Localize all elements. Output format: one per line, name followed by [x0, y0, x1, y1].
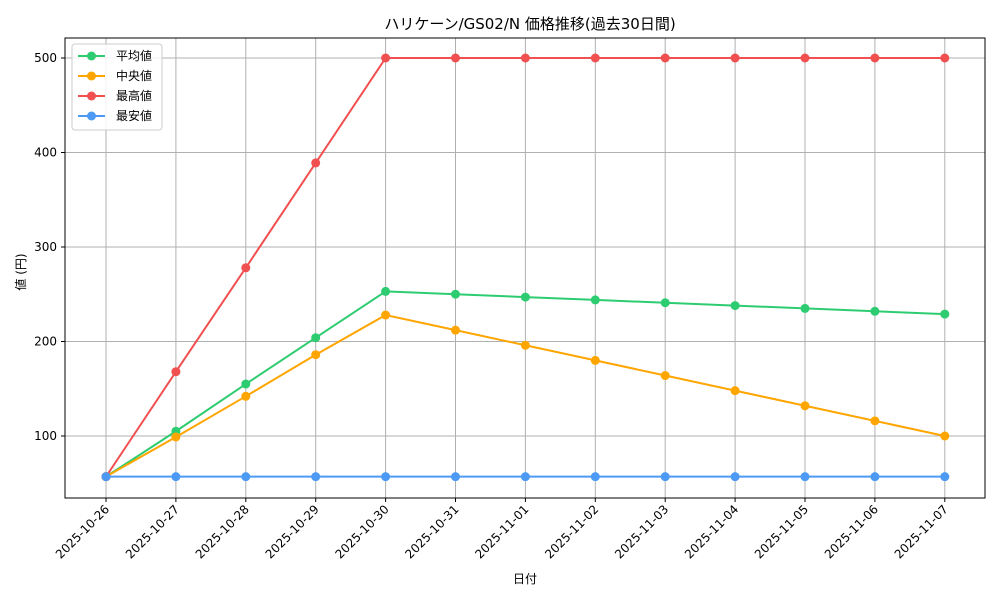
data-point [660, 371, 670, 381]
legend-label: 最高値 [116, 88, 152, 103]
data-point [381, 472, 391, 482]
data-point [241, 391, 251, 401]
data-point [800, 472, 810, 482]
y-tick-label: 100 [34, 429, 57, 443]
x-tick-label: 2025-10-28 [193, 502, 252, 561]
data-point [800, 303, 810, 313]
x-tick-label: 2025-11-06 [822, 502, 881, 561]
data-point [590, 295, 600, 305]
x-tick-label: 2025-11-03 [612, 502, 671, 561]
data-point [590, 472, 600, 482]
data-point [660, 53, 670, 63]
data-point [381, 53, 391, 63]
legend-item: 中央値 [78, 68, 152, 83]
x-tick-label: 2025-10-27 [123, 502, 182, 561]
grid [65, 38, 985, 498]
data-point [171, 472, 181, 482]
data-point [451, 289, 460, 299]
legend-marker-icon [87, 111, 96, 121]
data-point [520, 53, 530, 63]
data-point [101, 472, 111, 482]
data-point [520, 340, 530, 350]
x-tick-label: 2025-10-29 [263, 502, 322, 561]
data-point [311, 158, 321, 168]
x-tick-label: 2025-10-31 [402, 502, 461, 561]
legend-label: 平均値 [116, 48, 152, 63]
data-point [590, 53, 600, 63]
data-point [451, 472, 460, 482]
data-point [660, 472, 670, 482]
data-point [241, 263, 251, 273]
data-point [520, 292, 530, 302]
x-tick-label: 2025-11-05 [752, 502, 811, 561]
data-point [730, 53, 740, 63]
x-tick-label: 2025-11-02 [542, 502, 601, 561]
data-point [940, 309, 950, 319]
data-point [870, 416, 880, 426]
data-point [800, 53, 810, 63]
data-point [451, 53, 460, 63]
y-axis: 100 200 300 400 500 [34, 51, 65, 443]
data-point [311, 472, 321, 482]
legend-box [71, 43, 163, 131]
series-lines [101, 53, 950, 482]
x-tick-label: 2025-11-01 [472, 502, 531, 561]
data-point [171, 367, 181, 377]
data-point [381, 286, 391, 296]
y-tick-label: 300 [34, 240, 57, 254]
legend-marker-icon [87, 71, 96, 81]
legend-label: 最安値 [116, 108, 152, 123]
y-tick-label: 500 [34, 51, 57, 65]
x-axis: 2025-10-26 2025-10-27 2025-10-28 2025-10-29… [53, 498, 951, 561]
data-point [171, 432, 181, 442]
data-point [940, 431, 950, 441]
legend-item: 最安値 [78, 108, 152, 123]
data-point [311, 350, 321, 360]
y-tick-label: 400 [34, 146, 57, 160]
series-3 [101, 472, 950, 482]
legend-item: 最高値 [78, 88, 152, 103]
x-tick-label: 2025-11-07 [892, 502, 951, 561]
data-point [660, 298, 670, 308]
data-point [940, 472, 950, 482]
data-point [730, 301, 740, 311]
data-point [311, 333, 321, 343]
data-point [870, 306, 880, 316]
data-point [870, 53, 880, 63]
data-point [730, 386, 740, 396]
legend-item: 平均値 [78, 48, 152, 63]
legend-label: 中央値 [116, 68, 152, 83]
data-point [590, 355, 600, 365]
data-point [730, 472, 740, 482]
legend-marker-icon [87, 51, 96, 61]
data-point [241, 379, 251, 389]
x-axis-label: 日付 [513, 572, 537, 586]
y-axis-label: 値 (円) [13, 253, 28, 290]
data-point [241, 472, 251, 482]
x-tick-label: 2025-10-30 [333, 502, 392, 561]
legend-marker-icon [87, 91, 96, 101]
x-tick-label: 2025-11-04 [682, 502, 741, 561]
data-point [381, 310, 391, 320]
data-point [451, 325, 460, 335]
data-point [520, 472, 530, 482]
x-tick-label: 2025-10-26 [53, 502, 112, 561]
data-point [800, 401, 810, 411]
data-point [870, 472, 880, 482]
y-tick-label: 200 [34, 335, 57, 349]
chart-title: ハリケーン/GS02/N 価格推移(過去30日間) [384, 15, 675, 33]
data-point [940, 53, 950, 63]
